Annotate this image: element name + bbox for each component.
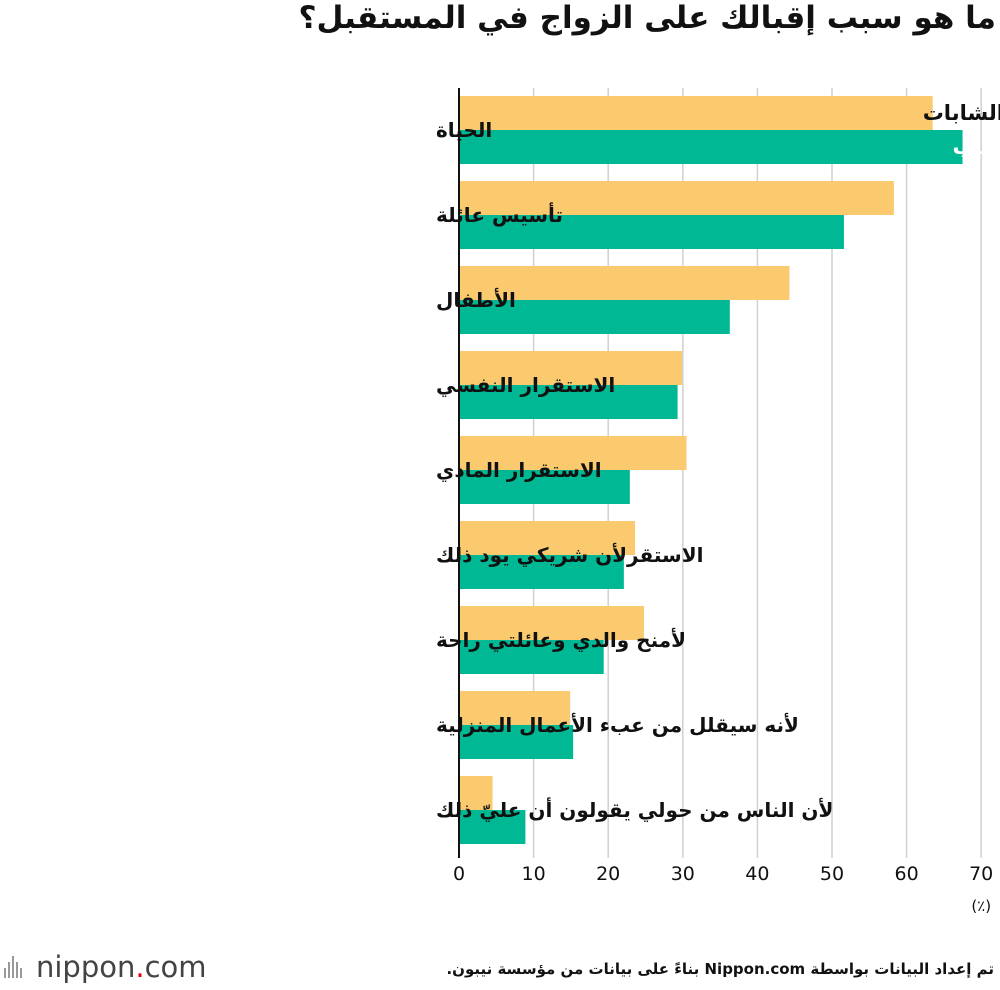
logo-mark-icon xyxy=(2,954,28,980)
category-label: الاستقرلأن شريكي يود ذلك xyxy=(436,542,703,568)
x-tick-label: 30 xyxy=(671,863,695,885)
bar-men xyxy=(459,555,624,589)
bar-men xyxy=(459,215,844,249)
category-label: لأن الناس من حولي يقولون أن عليّ ذلك xyxy=(436,796,833,823)
bar-women xyxy=(459,436,687,470)
bar-men xyxy=(459,640,604,674)
logo-text: nippon xyxy=(36,950,136,984)
bar-men xyxy=(459,385,678,419)
x-tick-label: 0 xyxy=(453,863,465,885)
bar-women xyxy=(459,266,790,300)
x-tick-label: 40 xyxy=(745,863,769,885)
chart-title: ما هو سبب إقبالك على الزواج في المستقبل؟ xyxy=(298,0,997,36)
x-tick-label: 20 xyxy=(596,863,620,885)
x-tick-label: 60 xyxy=(895,863,919,885)
legend-label-men: الشباب xyxy=(953,135,1000,159)
bar-women xyxy=(459,351,683,385)
bar-men xyxy=(459,725,574,759)
bar-women xyxy=(459,181,894,215)
logo-dot: . xyxy=(135,950,145,984)
category-label: لأمنح والدي وعائلتي راحة xyxy=(436,627,686,653)
category-label: الحياة xyxy=(436,118,492,142)
category-label: تأسيس عائلة xyxy=(436,201,563,227)
category-label: الأطفال xyxy=(436,287,516,312)
nippon-logo: nippon. com xyxy=(2,950,207,984)
x-tick-label: 50 xyxy=(820,863,844,885)
x-unit-label: (٪) xyxy=(971,897,991,915)
bar-women xyxy=(459,691,571,725)
bar-men xyxy=(459,470,630,504)
category-label: الاستقرار المادي xyxy=(436,458,602,483)
bar-men xyxy=(459,300,730,334)
bar-chart: الحياة تأسيس عائلة الأطفال الاستقرار النفسي… xyxy=(436,88,1000,915)
bar-women xyxy=(459,776,493,810)
footer: nippon. com تم إعداد البيانات بواسطة Nipp… xyxy=(0,950,1000,990)
legend-label-women: الشابات xyxy=(923,101,1000,125)
source-note: تم إعداد البيانات بواسطة Nippon.com بناء… xyxy=(446,960,994,978)
bar-women xyxy=(459,606,645,640)
bar-men xyxy=(459,130,963,164)
logo-tld: com xyxy=(144,950,207,984)
bar-men xyxy=(459,810,526,844)
category-label: لأنه سيقلل من عبء الأعمال المنزلية xyxy=(436,712,799,737)
x-tick-label: 70 xyxy=(969,863,993,885)
x-tick-label: 10 xyxy=(522,863,546,885)
bar-women xyxy=(459,521,636,555)
category-label: الاستقرار النفسي xyxy=(436,373,615,398)
bar-women xyxy=(459,96,933,130)
